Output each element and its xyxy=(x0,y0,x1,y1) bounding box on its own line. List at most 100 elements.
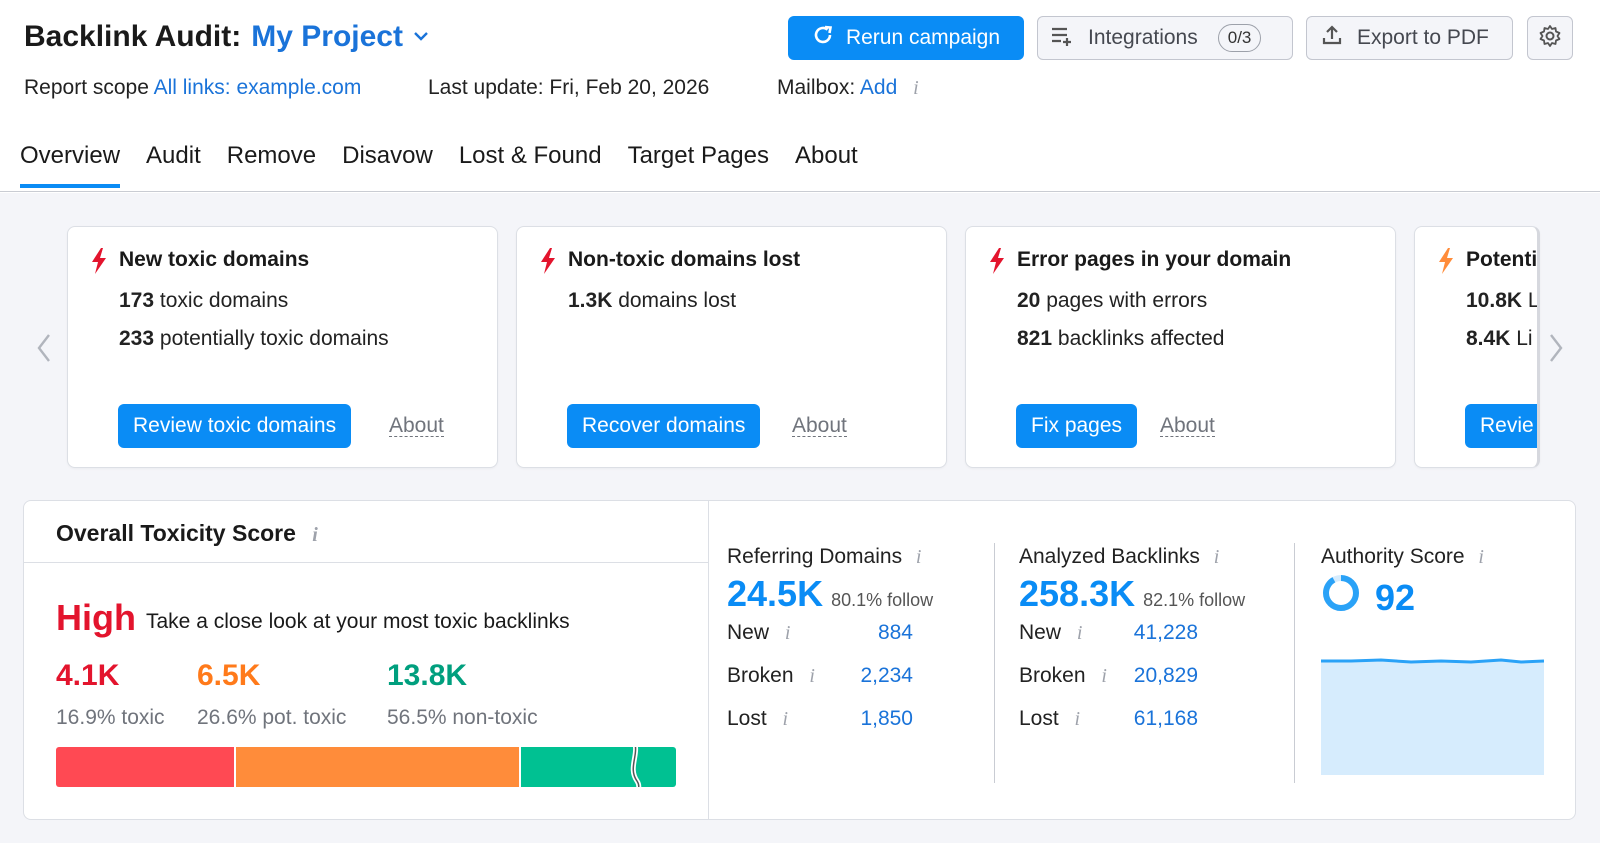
toxic-segment xyxy=(56,747,236,787)
metric-row-label: Lost i xyxy=(1019,707,1081,730)
card-stat: 8.4K Li xyxy=(1466,327,1533,350)
export-label: Export to PDF xyxy=(1357,26,1489,49)
info-icon[interactable]: i xyxy=(1213,546,1220,568)
pot-toxic-value[interactable]: 6.5K xyxy=(197,659,261,692)
card-stat: 821 backlinks affected xyxy=(1017,327,1225,350)
follow-percent: 82.1% follow xyxy=(1143,590,1246,610)
mailbox-add-link[interactable]: Add xyxy=(859,76,898,99)
tab-bar: Overview Audit Remove Disavow Lost & Fou… xyxy=(20,142,884,188)
about-link[interactable]: About xyxy=(792,414,847,437)
refresh-icon xyxy=(812,24,834,52)
chevron-right-icon xyxy=(1546,334,1566,372)
non-toxic-segment xyxy=(521,747,676,787)
referring-domains: Referring Domains i 24.5K 80.1% follow xyxy=(727,545,933,615)
metric-row-value[interactable]: 61,168 xyxy=(1133,707,1198,730)
tab-remove[interactable]: Remove xyxy=(226,142,317,169)
info-icon[interactable]: i xyxy=(913,77,919,99)
toxic-value[interactable]: 4.1K xyxy=(56,659,120,692)
review-button[interactable]: Revie xyxy=(1465,404,1537,448)
info-icon[interactable]: i xyxy=(809,665,815,687)
integrations-button[interactable]: Integrations 0/3 xyxy=(1037,16,1293,60)
upload-icon xyxy=(1321,24,1343,52)
lightning-icon xyxy=(90,247,108,280)
about-link[interactable]: About xyxy=(1160,414,1215,437)
follow-percent: 80.1% follow xyxy=(831,590,934,610)
about-link[interactable]: About xyxy=(389,414,444,437)
metric-row-value[interactable]: 41,228 xyxy=(1133,621,1198,644)
tab-lost-found[interactable]: Lost & Found xyxy=(458,142,602,169)
info-icon[interactable]: i xyxy=(1478,546,1484,568)
info-icon[interactable]: i xyxy=(1076,622,1083,644)
carousel-prev-button[interactable] xyxy=(34,332,54,364)
tab-disavow[interactable]: Disavow xyxy=(342,142,433,169)
axis-break-icon xyxy=(630,747,642,787)
title-prefix: Backlink Audit: xyxy=(24,20,242,53)
rerun-campaign-button[interactable]: Rerun campaign xyxy=(788,16,1024,60)
review-toxic-domains-button[interactable]: Review toxic domains xyxy=(118,404,352,448)
metric-label: Analyzed Backlinks i xyxy=(1019,545,1220,568)
recover-domains-button[interactable]: Recover domains xyxy=(567,404,761,448)
mailbox-label: Mailbox: xyxy=(777,76,856,99)
issue-card: Non-toxic domains lost 1.3K domains lost… xyxy=(516,226,947,468)
card-stat: 173 toxic domains xyxy=(119,289,289,312)
carousel-next-button[interactable] xyxy=(1546,332,1566,364)
integrations-count-badge: 0/3 xyxy=(1217,24,1262,52)
page-header: Backlink Audit: My Project Rerun campaig… xyxy=(0,0,1600,192)
authority-score-value[interactable]: 92 xyxy=(1375,576,1416,618)
lightning-icon xyxy=(988,247,1006,280)
issue-card: New toxic domains 173 toxic domains 233 … xyxy=(67,226,498,468)
metric-row-label: Broken i xyxy=(1019,664,1107,687)
info-icon[interactable]: i xyxy=(784,622,791,644)
report-scope: Report scope All links: example.com xyxy=(24,76,361,100)
info-icon[interactable]: i xyxy=(312,524,318,546)
settings-button[interactable] xyxy=(1527,16,1573,60)
metric-row-label: New i xyxy=(1019,621,1083,644)
panel-divider xyxy=(708,501,709,819)
project-selector[interactable]: My Project xyxy=(251,20,403,53)
toxicity-header: Overall Toxicity Score i xyxy=(24,501,708,563)
metric-divider xyxy=(994,543,995,783)
issue-card: Error pages in your domain 20 pages with… xyxy=(965,226,1396,468)
tab-audit[interactable]: Audit xyxy=(146,142,201,169)
metric-row-value[interactable]: 884 xyxy=(877,621,913,644)
scope-link[interactable]: All links: example.com xyxy=(153,76,362,99)
non-toxic-value[interactable]: 13.8K xyxy=(387,659,468,692)
chevron-left-icon xyxy=(34,334,54,372)
analyzed-backlinks-value[interactable]: 258.3K xyxy=(1019,573,1136,614)
tab-target-pages[interactable]: Target Pages xyxy=(627,142,769,169)
last-update: Last update: Fri, Feb 20, 2026 xyxy=(428,76,710,99)
toxicity-description: Take a close look at your most toxic bac… xyxy=(146,610,570,633)
summary-panel: Overall Toxicity Score i High Take a clo… xyxy=(23,500,1576,820)
info-icon[interactable]: i xyxy=(1074,708,1081,730)
metric-label: Referring Domains i xyxy=(727,545,922,568)
toxicity-level: High xyxy=(56,597,136,638)
card-stat: 20 pages with errors xyxy=(1017,289,1208,312)
tab-about[interactable]: About xyxy=(795,142,858,169)
referring-domains-value[interactable]: 24.5K xyxy=(727,573,824,614)
list-add-icon xyxy=(1050,24,1076,52)
tab-overview[interactable]: Overview xyxy=(20,142,121,188)
toxicity-bar xyxy=(56,747,676,787)
pot-toxic-percent: 26.6% pot. toxic xyxy=(197,706,347,729)
info-icon[interactable]: i xyxy=(1101,665,1107,687)
metric-row-value[interactable]: 20,829 xyxy=(1133,664,1198,687)
metric-row-value[interactable]: 2,234 xyxy=(860,664,913,687)
info-icon[interactable]: i xyxy=(915,546,922,568)
mailbox: Mailbox: Add i xyxy=(777,76,919,100)
analyzed-backlinks: Analyzed Backlinks i 258.3K 82.1% follow xyxy=(1019,545,1245,615)
toxic-percent: 16.9% toxic xyxy=(56,706,165,729)
metric-row-value[interactable]: 1,850 xyxy=(860,707,913,730)
export-pdf-button[interactable]: Export to PDF xyxy=(1306,16,1513,60)
card-title: Potenti xyxy=(1466,248,1538,271)
card-stat: 233 potentially toxic domains xyxy=(119,327,389,350)
card-stat: 1.3K domains lost xyxy=(568,289,737,312)
metric-divider xyxy=(1294,543,1295,783)
scope-label: Report scope xyxy=(24,76,149,99)
fix-pages-button[interactable]: Fix pages xyxy=(1016,404,1138,448)
rerun-label: Rerun campaign xyxy=(845,26,1001,49)
chevron-down-icon[interactable] xyxy=(413,25,429,46)
gear-icon xyxy=(1538,24,1562,53)
integrations-label: Integrations xyxy=(1088,26,1198,49)
info-icon[interactable]: i xyxy=(782,708,789,730)
metric-row-label: Lost i xyxy=(727,707,789,730)
